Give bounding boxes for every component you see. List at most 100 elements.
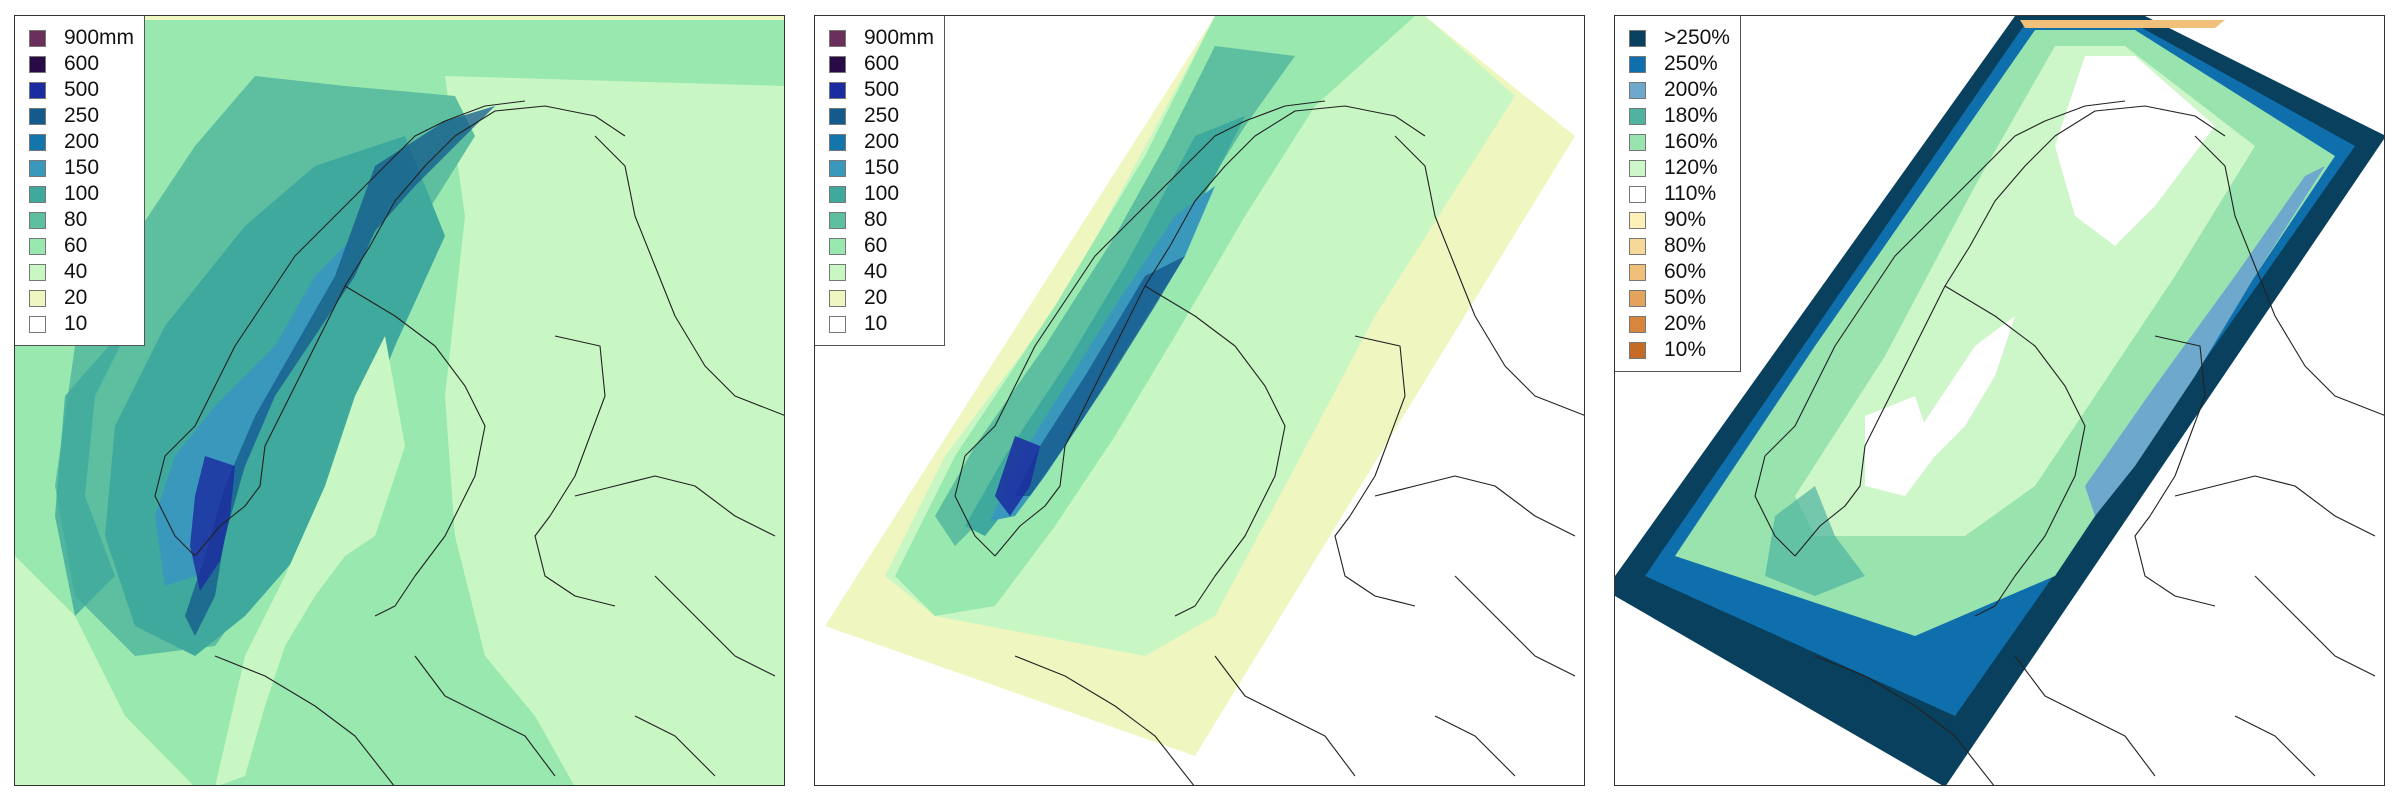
legend-label: 600 xyxy=(864,52,900,75)
legend-swatch xyxy=(29,263,46,281)
legend-item: 120% xyxy=(1629,155,1730,181)
legend-label: >250% xyxy=(1664,26,1730,49)
legend-label: 250 xyxy=(864,104,900,127)
legend-swatch xyxy=(1629,263,1646,281)
legend-swatch xyxy=(1629,107,1646,125)
legend-item: 20 xyxy=(829,285,934,311)
legend-swatch xyxy=(29,55,46,73)
legend-item: 50% xyxy=(1629,285,1730,311)
legend-swatch xyxy=(829,211,846,229)
legend-swatch xyxy=(29,237,46,255)
legend-swatch xyxy=(29,107,46,125)
legend-item: 250% xyxy=(1629,51,1730,77)
legend-label: 60 xyxy=(64,234,88,257)
legend-swatch xyxy=(1629,133,1646,151)
precip-map-full-domain: 900mm 600 500 250 200 150 100 80 60 40 2… xyxy=(14,15,785,786)
legend-label: 50% xyxy=(1664,286,1707,309)
legend-swatch xyxy=(29,81,46,99)
legend-swatch xyxy=(1629,289,1646,307)
precip-ratio-map: >250% 250% 200% 180% 160% 120% 110% 90% … xyxy=(1614,15,2385,786)
legend-swatch xyxy=(1629,211,1646,229)
legend-label: 10% xyxy=(1664,338,1707,361)
legend-label: 10 xyxy=(64,312,88,335)
legend-swatch xyxy=(29,211,46,229)
legend-item: 600 xyxy=(29,51,134,77)
legend-label: 180% xyxy=(1664,104,1718,127)
legend-item: 900mm xyxy=(29,25,134,51)
legend-swatch xyxy=(1629,29,1646,47)
legend-swatch xyxy=(1629,237,1646,255)
legend-label: 500 xyxy=(864,78,900,101)
legend-item: 600 xyxy=(829,51,934,77)
legend-item: 500 xyxy=(29,77,134,103)
legend-label: 150 xyxy=(64,156,100,179)
legend-label: 900mm xyxy=(864,26,935,49)
legend-swatch xyxy=(829,315,846,333)
map-surface xyxy=(15,16,784,785)
legend-label: 100 xyxy=(64,182,100,205)
legend-label: 60% xyxy=(1664,260,1707,283)
legend-item: 100 xyxy=(829,181,934,207)
legend-item: 110% xyxy=(1629,181,1730,207)
legend-label: 160% xyxy=(1664,130,1718,153)
legend-label: 90% xyxy=(1664,208,1707,231)
legend-label: 200 xyxy=(864,130,900,153)
legend-item: 80% xyxy=(1629,233,1730,259)
legend-item: >250% xyxy=(1629,25,1730,51)
legend-item: 80 xyxy=(829,207,934,233)
legend-swatch xyxy=(29,289,46,307)
legend-swatch xyxy=(829,237,846,255)
legend-label: 200% xyxy=(1664,78,1718,101)
legend-label: 40 xyxy=(864,260,888,283)
legend-item: 60% xyxy=(1629,259,1730,285)
legend-label: 80% xyxy=(1664,234,1707,257)
legend-swatch xyxy=(29,159,46,177)
legend-item: 20 xyxy=(29,285,134,311)
legend-item: 200% xyxy=(1629,77,1730,103)
legend-label: 20 xyxy=(64,286,88,309)
legend: >250% 250% 200% 180% 160% 120% 110% 90% … xyxy=(1615,16,1741,372)
legend-label: 100 xyxy=(864,182,900,205)
legend-item: 500 xyxy=(829,77,934,103)
legend-swatch xyxy=(829,107,846,125)
legend-swatch xyxy=(1629,341,1646,359)
legend-swatch xyxy=(829,81,846,99)
legend-item: 160% xyxy=(1629,129,1730,155)
legend-label: 40 xyxy=(64,260,88,283)
legend-swatch xyxy=(1629,81,1646,99)
legend-label: 10 xyxy=(864,312,888,335)
legend-item: 10% xyxy=(1629,337,1730,363)
legend-swatch xyxy=(829,159,846,177)
legend-label: 500 xyxy=(64,78,100,101)
legend: 900mm 600 500 250 200 150 100 80 60 40 2… xyxy=(15,16,146,346)
map-surface xyxy=(1615,16,2384,785)
legend-swatch xyxy=(1629,185,1646,203)
legend-item: 40 xyxy=(829,259,934,285)
legend-label: 900mm xyxy=(64,26,135,49)
legend-swatch xyxy=(29,29,46,47)
legend-label: 250 xyxy=(64,104,100,127)
legend: 900mm 600 500 250 200 150 100 80 60 40 2… xyxy=(815,16,946,346)
legend-swatch xyxy=(829,55,846,73)
legend-item: 150 xyxy=(29,155,134,181)
legend-item: 100 xyxy=(29,181,134,207)
legend-item: 150 xyxy=(829,155,934,181)
legend-item: 180% xyxy=(1629,103,1730,129)
legend-label: 150 xyxy=(864,156,900,179)
legend-item: 60 xyxy=(829,233,934,259)
legend-item: 900mm xyxy=(829,25,934,51)
legend-item: 40 xyxy=(29,259,134,285)
legend-label: 250% xyxy=(1664,52,1718,75)
legend-item: 250 xyxy=(829,103,934,129)
legend-label: 110% xyxy=(1664,182,1717,205)
legend-swatch xyxy=(29,315,46,333)
legend-swatch xyxy=(29,185,46,203)
legend-swatch xyxy=(1629,159,1646,177)
legend-swatch xyxy=(829,263,846,281)
legend-label: 20 xyxy=(864,286,888,309)
legend-item: 20% xyxy=(1629,311,1730,337)
legend-swatch xyxy=(29,133,46,151)
legend-label: 80 xyxy=(864,208,888,231)
legend-item: 200 xyxy=(29,129,134,155)
legend-swatch xyxy=(829,29,846,47)
